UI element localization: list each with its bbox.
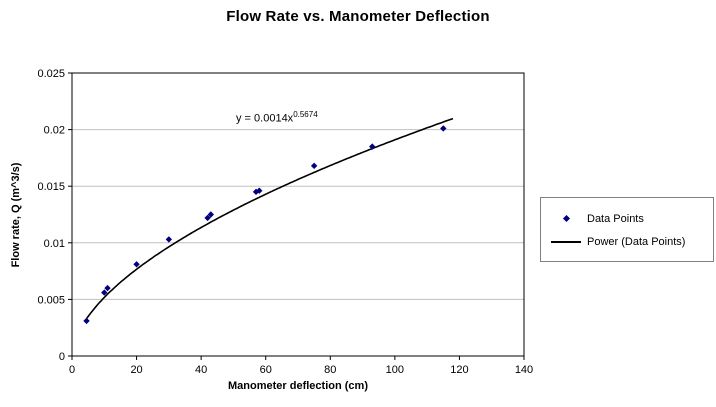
data-point-marker: [101, 289, 108, 296]
x-tick-label: 140: [515, 364, 533, 376]
x-tick-label: 60: [260, 364, 272, 376]
data-point-marker: [440, 125, 447, 132]
data-point-marker: [133, 261, 140, 268]
equation-exponent: 0.5674: [293, 110, 318, 119]
data-point-marker: [207, 211, 215, 218]
y-tick-label: 0.02: [44, 125, 65, 137]
trendline-equation: y = 0.0014x0.5674: [236, 110, 318, 125]
x-tick-label: 120: [450, 364, 468, 376]
data-point-marker: [104, 284, 111, 292]
data-point-marker: [369, 143, 376, 150]
plot-border: [71, 72, 525, 357]
y-tick-label: 0.025: [37, 68, 65, 80]
diamond-marker-icon: [551, 214, 581, 223]
data-point-marker: [256, 187, 263, 194]
data-point-marker: [310, 162, 318, 170]
data-point-marker: [204, 214, 211, 222]
line-marker-icon: [551, 240, 581, 243]
x-tick-label: 40: [195, 364, 207, 376]
data-point-marker: [165, 236, 173, 243]
legend-item-data-points[interactable]: Data Points: [551, 207, 709, 230]
x-tick-label: 20: [130, 364, 142, 376]
x-tick-label: 100: [386, 364, 404, 376]
data-point-marker: [83, 317, 90, 325]
legend: Data Points Power (Data Points): [540, 197, 714, 262]
legend-label-data-points: Data Points: [587, 212, 644, 225]
legend-label-power: Power (Data Points): [587, 235, 686, 248]
x-axis-label: Manometer deflection (cm): [228, 380, 368, 392]
y-tick-label: 0.005: [37, 294, 65, 306]
trendline-curve: [84, 117, 454, 322]
x-tick-label: 80: [324, 364, 336, 376]
y-tick-label: 0.01: [44, 238, 65, 250]
y-axis-label: Flow rate, Q (m^3/s): [10, 162, 22, 268]
y-tick-label: 0: [59, 351, 65, 363]
x-tick-label: 0: [69, 364, 75, 376]
equation-base: y = 0.0014x: [236, 112, 294, 125]
chart-title: Flow Rate vs. Manometer Deflection: [226, 8, 490, 25]
legend-item-power[interactable]: Power (Data Points): [551, 230, 709, 253]
y-tick-label: 0.015: [37, 181, 65, 193]
